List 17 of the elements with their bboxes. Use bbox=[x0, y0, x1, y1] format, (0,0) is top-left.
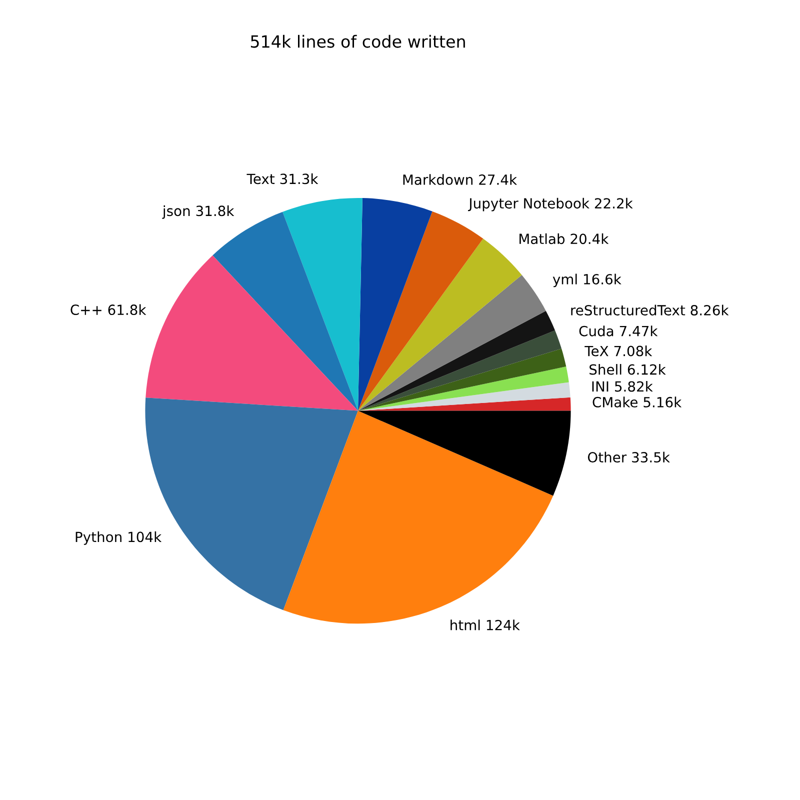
slice-label: Matlab 20.4k bbox=[520, 233, 609, 244]
slice-label: TeX 7.08k bbox=[584, 346, 652, 356]
slice-label: Markdown 27.4k bbox=[403, 174, 518, 185]
slice-label: Text 31.3k bbox=[246, 173, 318, 184]
slice-label: yml 16.6k bbox=[552, 274, 622, 288]
slice-label: Shell 6.12k bbox=[590, 364, 666, 375]
slice-label: Cuda 7.47k bbox=[579, 326, 658, 336]
slice-label: Jupyter Notebook 22.2k bbox=[468, 198, 633, 212]
slice-label: Other 33.5k bbox=[588, 452, 670, 463]
slice-label: reStructuredText 8.26k bbox=[571, 304, 729, 316]
slice-label: json 31.8k bbox=[162, 205, 234, 219]
chart-title: 514k lines of code written bbox=[250, 34, 465, 48]
slice-label: Python 104k bbox=[76, 531, 162, 545]
slice-label: CMake 5.16k bbox=[592, 396, 682, 408]
slice-label: html 124k bbox=[450, 620, 520, 630]
slice-label: C++ 61.8k bbox=[70, 304, 146, 316]
slice-label: INI 5.82k bbox=[592, 380, 653, 392]
